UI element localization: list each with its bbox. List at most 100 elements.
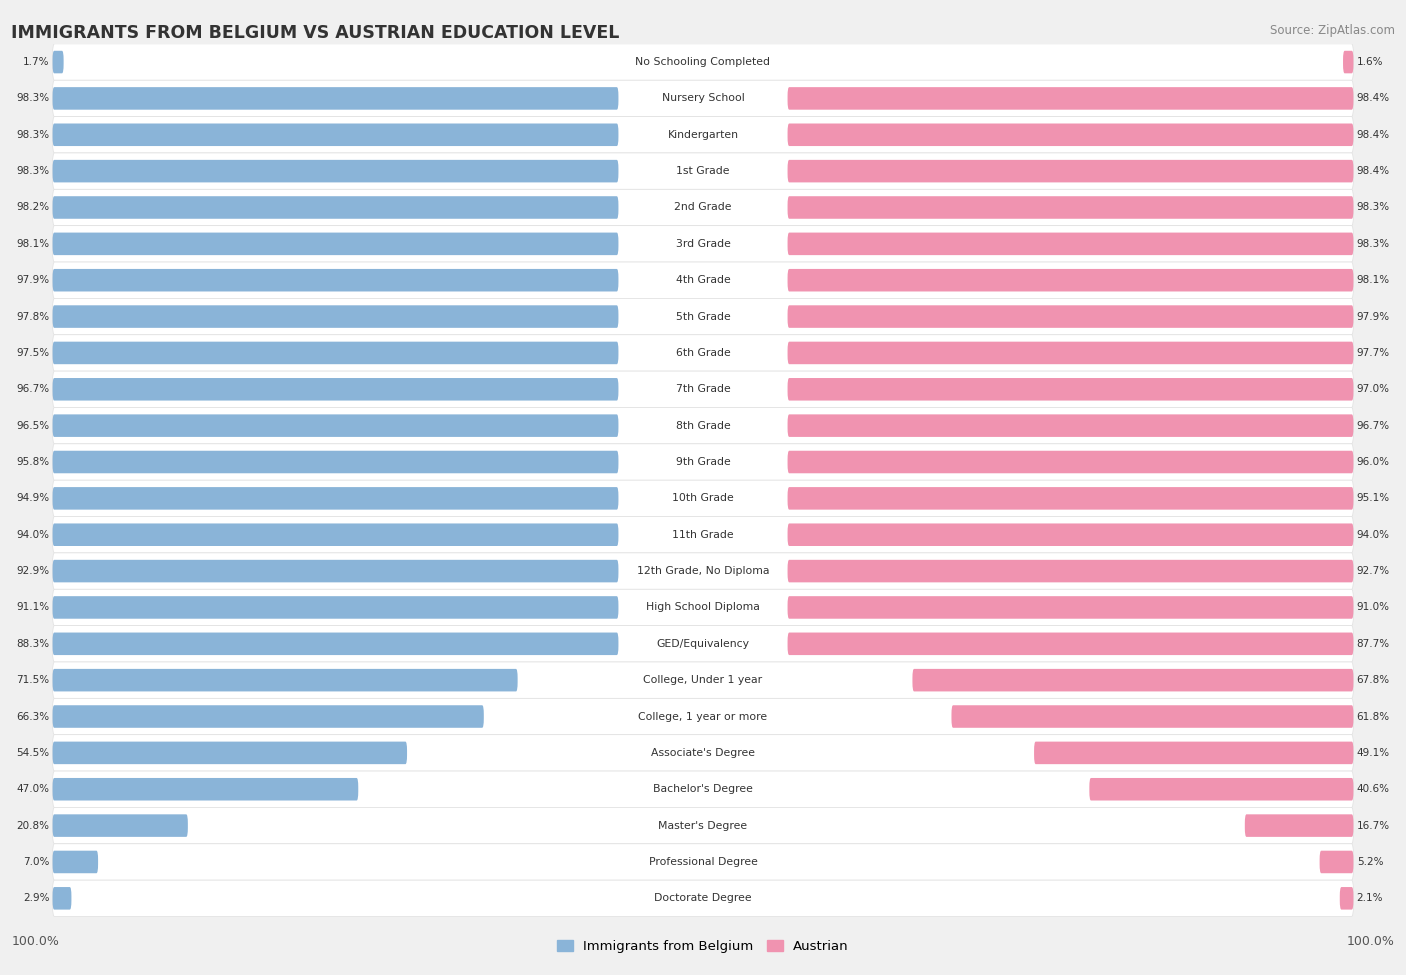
FancyBboxPatch shape	[52, 626, 1354, 662]
FancyBboxPatch shape	[787, 196, 1354, 218]
FancyBboxPatch shape	[787, 524, 1354, 546]
Text: 10th Grade: 10th Grade	[672, 493, 734, 503]
Text: Nursery School: Nursery School	[662, 94, 744, 103]
Text: Associate's Degree: Associate's Degree	[651, 748, 755, 758]
Text: 54.5%: 54.5%	[17, 748, 49, 758]
Text: 98.3%: 98.3%	[17, 166, 49, 176]
FancyBboxPatch shape	[52, 669, 517, 691]
Text: 98.3%: 98.3%	[17, 94, 49, 103]
Text: Professional Degree: Professional Degree	[648, 857, 758, 867]
FancyBboxPatch shape	[912, 669, 1354, 691]
FancyBboxPatch shape	[52, 851, 98, 874]
FancyBboxPatch shape	[1320, 851, 1354, 874]
FancyBboxPatch shape	[52, 698, 1354, 735]
Text: 98.4%: 98.4%	[1357, 166, 1389, 176]
FancyBboxPatch shape	[52, 87, 619, 109]
Text: College, 1 year or more: College, 1 year or more	[638, 712, 768, 722]
FancyBboxPatch shape	[52, 44, 1354, 80]
FancyBboxPatch shape	[52, 880, 1354, 916]
FancyBboxPatch shape	[52, 887, 72, 910]
Text: 97.9%: 97.9%	[1357, 312, 1389, 322]
FancyBboxPatch shape	[52, 305, 619, 328]
FancyBboxPatch shape	[52, 269, 619, 292]
Text: 98.3%: 98.3%	[17, 130, 49, 139]
FancyBboxPatch shape	[787, 414, 1354, 437]
FancyBboxPatch shape	[787, 87, 1354, 109]
Text: 88.3%: 88.3%	[17, 639, 49, 648]
FancyBboxPatch shape	[787, 305, 1354, 328]
FancyBboxPatch shape	[787, 160, 1354, 182]
FancyBboxPatch shape	[52, 843, 1354, 880]
FancyBboxPatch shape	[52, 117, 1354, 153]
Text: 7.0%: 7.0%	[22, 857, 49, 867]
FancyBboxPatch shape	[52, 807, 1354, 843]
Text: 98.4%: 98.4%	[1357, 94, 1389, 103]
Text: GED/Equivalency: GED/Equivalency	[657, 639, 749, 648]
FancyBboxPatch shape	[52, 233, 619, 255]
Text: 98.1%: 98.1%	[17, 239, 49, 249]
FancyBboxPatch shape	[787, 560, 1354, 582]
FancyBboxPatch shape	[52, 153, 1354, 189]
Text: 2.1%: 2.1%	[1357, 893, 1384, 903]
Text: 8th Grade: 8th Grade	[676, 420, 730, 431]
Text: 16.7%: 16.7%	[1357, 821, 1389, 831]
FancyBboxPatch shape	[52, 334, 1354, 371]
Text: No Schooling Completed: No Schooling Completed	[636, 58, 770, 67]
FancyBboxPatch shape	[952, 705, 1354, 727]
FancyBboxPatch shape	[787, 233, 1354, 255]
Text: 1st Grade: 1st Grade	[676, 166, 730, 176]
FancyBboxPatch shape	[1340, 887, 1354, 910]
Text: 98.3%: 98.3%	[1357, 203, 1389, 213]
Text: High School Diploma: High School Diploma	[647, 603, 759, 612]
Text: 97.5%: 97.5%	[17, 348, 49, 358]
Text: 87.7%: 87.7%	[1357, 639, 1389, 648]
FancyBboxPatch shape	[787, 378, 1354, 401]
FancyBboxPatch shape	[52, 408, 1354, 444]
FancyBboxPatch shape	[52, 450, 619, 473]
FancyBboxPatch shape	[52, 80, 1354, 117]
Text: 94.9%: 94.9%	[17, 493, 49, 503]
Text: College, Under 1 year: College, Under 1 year	[644, 675, 762, 685]
Text: 5.2%: 5.2%	[1357, 857, 1384, 867]
FancyBboxPatch shape	[52, 341, 619, 365]
FancyBboxPatch shape	[52, 225, 1354, 262]
FancyBboxPatch shape	[52, 814, 188, 837]
FancyBboxPatch shape	[787, 269, 1354, 292]
Text: 91.1%: 91.1%	[17, 603, 49, 612]
Text: 94.0%: 94.0%	[1357, 529, 1389, 540]
FancyBboxPatch shape	[52, 524, 619, 546]
Text: 97.0%: 97.0%	[1357, 384, 1389, 394]
FancyBboxPatch shape	[52, 371, 1354, 408]
Text: 3rd Grade: 3rd Grade	[675, 239, 731, 249]
FancyBboxPatch shape	[52, 160, 619, 182]
Text: 98.1%: 98.1%	[1357, 275, 1389, 286]
Text: 94.0%: 94.0%	[17, 529, 49, 540]
FancyBboxPatch shape	[52, 560, 619, 582]
Text: 100.0%: 100.0%	[11, 935, 59, 948]
Text: 91.0%: 91.0%	[1357, 603, 1389, 612]
Text: 97.8%: 97.8%	[17, 312, 49, 322]
Text: Master's Degree: Master's Degree	[658, 821, 748, 831]
FancyBboxPatch shape	[787, 596, 1354, 619]
Text: 4th Grade: 4th Grade	[676, 275, 730, 286]
Text: 7th Grade: 7th Grade	[676, 384, 730, 394]
Text: 92.7%: 92.7%	[1357, 566, 1389, 576]
FancyBboxPatch shape	[52, 481, 1354, 517]
Text: 98.4%: 98.4%	[1357, 130, 1389, 139]
Text: IMMIGRANTS FROM BELGIUM VS AUSTRIAN EDUCATION LEVEL: IMMIGRANTS FROM BELGIUM VS AUSTRIAN EDUC…	[11, 24, 620, 42]
FancyBboxPatch shape	[1090, 778, 1354, 800]
Text: 96.0%: 96.0%	[1357, 457, 1389, 467]
Text: 67.8%: 67.8%	[1357, 675, 1389, 685]
Text: 6th Grade: 6th Grade	[676, 348, 730, 358]
FancyBboxPatch shape	[52, 414, 619, 437]
FancyBboxPatch shape	[52, 553, 1354, 589]
Text: 1.7%: 1.7%	[22, 58, 49, 67]
FancyBboxPatch shape	[52, 633, 619, 655]
Text: 95.8%: 95.8%	[17, 457, 49, 467]
Text: 49.1%: 49.1%	[1357, 748, 1389, 758]
Text: 2.9%: 2.9%	[22, 893, 49, 903]
Text: Source: ZipAtlas.com: Source: ZipAtlas.com	[1270, 24, 1395, 37]
FancyBboxPatch shape	[52, 735, 1354, 771]
FancyBboxPatch shape	[52, 517, 1354, 553]
Text: 5th Grade: 5th Grade	[676, 312, 730, 322]
